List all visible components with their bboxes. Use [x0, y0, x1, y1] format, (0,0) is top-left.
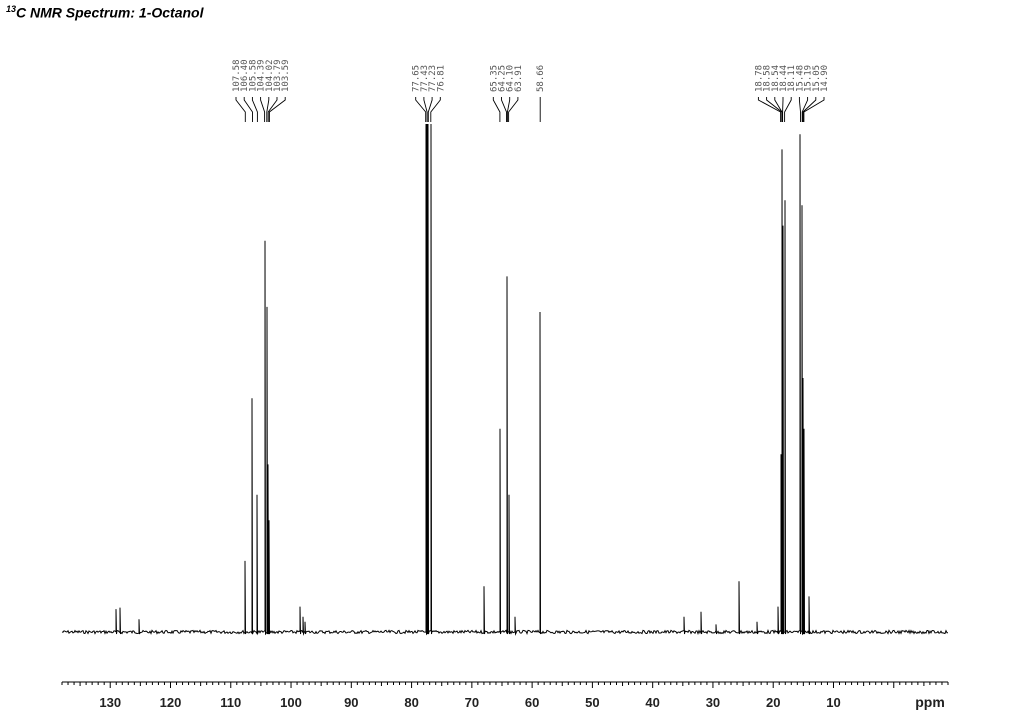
x-tick-label: 60: [525, 695, 539, 710]
x-tick-label: 40: [645, 695, 659, 710]
peak-label-bracket: [757, 97, 782, 122]
peak-label: 58.66: [536, 65, 546, 92]
peak-label: 77.43: [420, 65, 430, 92]
peak-label: 63.91: [514, 65, 524, 92]
peak-label: 15.19: [804, 65, 814, 92]
peak-label-bracket: [251, 97, 258, 122]
peak-label: 15.05: [812, 65, 822, 92]
title-text: C NMR Spectrum: 1-Octanol: [16, 4, 204, 21]
spectrum-trace: [61, 123, 948, 636]
peak-label: 18.44: [779, 65, 789, 92]
peak-label: 18.58: [763, 65, 773, 92]
x-tick-label: 10: [826, 695, 840, 710]
peak-label-bracket: [802, 97, 817, 122]
peak-label: 18.54: [771, 65, 781, 92]
peak-labels: 107.58106.40105.58104.39104.02103.79103.…: [232, 59, 830, 92]
peak-label: 103.79: [273, 59, 283, 92]
x-tick-label: 90: [344, 695, 358, 710]
x-tick-label: 110: [220, 695, 241, 710]
x-tick-label: 70: [465, 695, 479, 710]
x-axis-unit-label: ppm: [915, 694, 945, 710]
peak-label: 105.58: [248, 59, 258, 92]
peak-label-bracket: [508, 97, 519, 122]
peak-label-bracket: [415, 97, 427, 122]
peak-label-bracket: [766, 97, 783, 122]
peak-label: 77.23: [428, 65, 438, 92]
peak-label-bracket: [784, 97, 792, 122]
peak-label: 18.11: [787, 65, 797, 92]
peak-label-bracket: [268, 97, 286, 122]
peak-label-bracket: [243, 97, 253, 122]
peak-label-bracket: [501, 97, 507, 122]
x-tick-label: 50: [585, 695, 599, 710]
peak-label: 107.58: [232, 59, 242, 92]
peak-label-brackets: [235, 97, 825, 122]
x-tick-label: 80: [404, 695, 418, 710]
peak-label: 104.39: [257, 59, 267, 92]
peak-label-bracket: [798, 97, 801, 122]
peak-label-bracket: [774, 97, 783, 122]
peak-label-bracket: [801, 97, 809, 122]
peak-label: 65.35: [489, 65, 499, 92]
x-tick-label: 120: [160, 695, 182, 710]
chart-title: 13C NMR Spectrum: 1-Octanol: [6, 4, 203, 21]
peak-label-bracket: [427, 97, 433, 122]
peak-label: 15.48: [795, 65, 805, 92]
peak-label: 64.25: [497, 65, 507, 92]
peak-label-bracket: [266, 97, 270, 122]
peak-label: 76.81: [436, 65, 446, 92]
peak-label-bracket: [260, 97, 266, 122]
x-axis-ticks: 130 120 110 100 90 80 70 60 50 40 30 20 10: [61, 682, 949, 710]
x-tick-label: 30: [706, 695, 720, 710]
x-tick-label: 130: [99, 695, 121, 710]
peak-label-bracket: [423, 97, 428, 122]
peak-label: 14.90: [820, 65, 830, 92]
peak-label-bracket: [492, 97, 501, 122]
peak-label-bracket: [430, 97, 441, 122]
peak-label: 104.02: [265, 59, 275, 92]
peak-label: 106.40: [240, 59, 250, 92]
peak-label: 77.65: [412, 65, 422, 92]
x-tick-label: 20: [766, 695, 780, 710]
peak-label: 103.59: [281, 59, 291, 92]
peak-label: 64.10: [506, 65, 516, 92]
peak-label-bracket: [235, 97, 246, 122]
peak-label: 18.78: [754, 65, 764, 92]
peak-label-bracket: [803, 97, 825, 122]
peak-label-bracket: [506, 97, 511, 122]
x-tick-label: 100: [280, 695, 302, 710]
title-isotope-superscript: 13: [6, 4, 17, 14]
peak-label-bracket: [267, 97, 278, 122]
